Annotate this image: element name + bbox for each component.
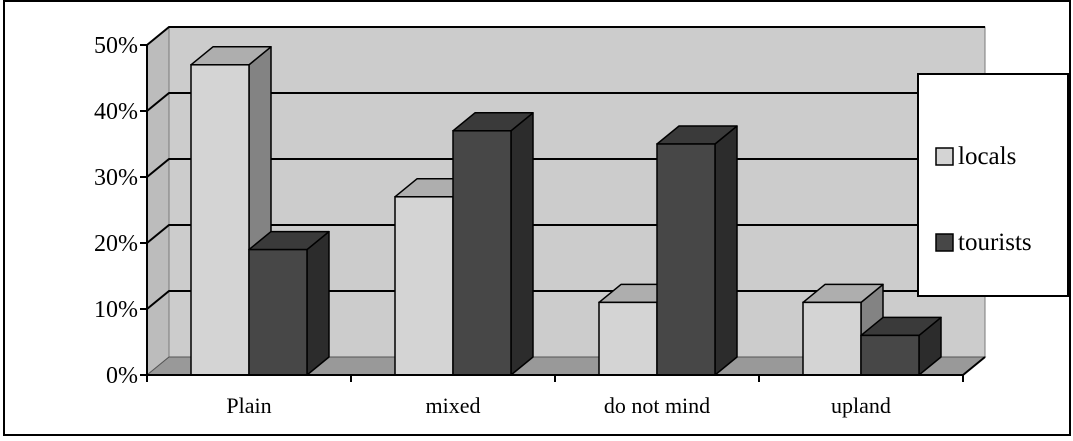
bar-side-face [714,125,738,376]
bar-front-face [452,130,512,376]
legend-label-tourists: tourists [958,229,1032,256]
legend-box [917,73,1069,297]
bar-side-face [510,112,534,376]
bar-tourists-upland [860,316,942,376]
legend: locals tourists [917,73,1069,297]
y-tick-label: 0% [106,363,138,389]
bar-front-face [248,248,308,376]
bar-front-face [598,301,658,376]
y-tick-label: 20% [94,231,138,257]
y-tick-label: 30% [94,165,138,191]
x-tick-label: do not mind [604,393,710,418]
x-tick-label: upland [831,393,891,418]
legend-label-locals: locals [958,143,1016,170]
x-tick-label: Plain [226,393,271,418]
gridline [146,26,985,46]
x-tick-label: mixed [426,393,481,418]
bar-front-face [656,143,716,376]
gridline [146,92,985,112]
bar-tourists-plain [248,230,330,376]
bar-tourists-do-not-mind [656,125,738,376]
bar-front-face [860,334,920,376]
y-tick-label: 40% [94,99,138,125]
y-tick-label: 50% [94,33,138,59]
legend-swatch-tourists [935,233,954,252]
bar-tourists-mixed [452,112,534,376]
legend-swatch-locals [935,147,954,166]
bar-front-face [802,301,862,376]
bar-side-face [306,230,330,376]
x-axis-depth-line [962,356,986,376]
y-tick-label: 10% [94,297,138,323]
bar-front-face [394,196,454,376]
bar-front-face [190,64,250,376]
chart-side-wall [146,25,170,377]
